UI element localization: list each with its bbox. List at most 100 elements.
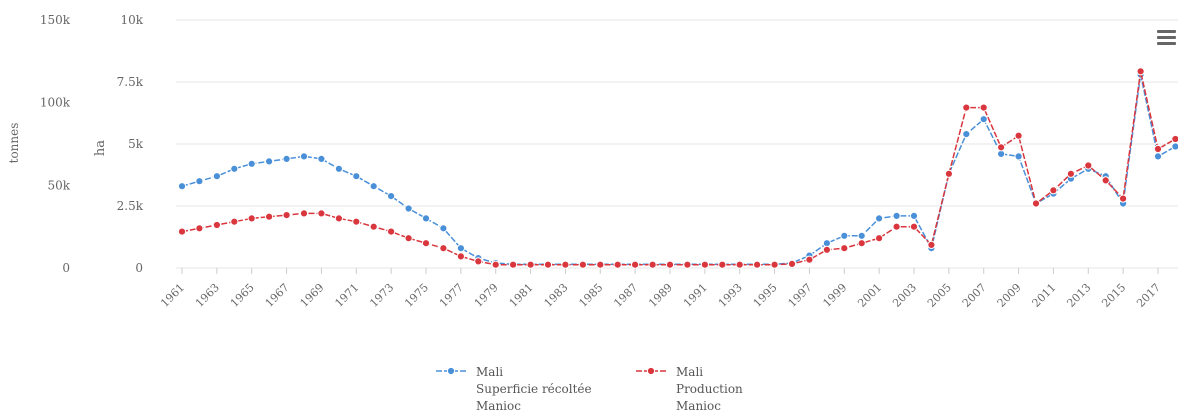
data-point[interactable] — [177, 227, 187, 236]
data-point[interactable] — [892, 222, 901, 231]
data-point[interactable] — [1066, 169, 1076, 178]
data-point[interactable] — [892, 211, 901, 220]
data-point[interactable] — [1031, 199, 1041, 208]
data-point[interactable] — [979, 103, 988, 112]
data-point[interactable] — [421, 214, 431, 223]
data-point[interactable] — [387, 227, 396, 236]
series-line — [181, 71, 1176, 266]
data-point[interactable] — [1153, 152, 1163, 161]
data-point[interactable] — [247, 214, 256, 223]
data-point[interactable] — [962, 130, 971, 139]
y-outer-tick-label: 100k — [40, 96, 71, 110]
data-point[interactable] — [404, 204, 413, 213]
data-point[interactable] — [735, 260, 744, 269]
data-point[interactable] — [1049, 186, 1058, 195]
data-point[interactable] — [909, 211, 919, 220]
data-point[interactable] — [177, 182, 187, 191]
data-point[interactable] — [1101, 176, 1110, 185]
data-point[interactable] — [421, 239, 431, 248]
data-point[interactable] — [1014, 152, 1023, 161]
data-point[interactable] — [909, 222, 919, 231]
data-point[interactable] — [700, 260, 710, 269]
x-tick-label: 1995 — [751, 281, 780, 310]
data-point[interactable] — [212, 172, 221, 181]
data-point[interactable] — [1119, 194, 1128, 203]
data-point[interactable] — [299, 209, 309, 218]
data-point[interactable] — [195, 177, 204, 186]
legend-item[interactable]: Mali Superficie récoltée Manioc — [436, 365, 592, 413]
data-point[interactable] — [317, 154, 326, 163]
data-point[interactable] — [317, 209, 326, 218]
data-point[interactable] — [962, 103, 971, 112]
data-point[interactable] — [875, 214, 884, 223]
data-point[interactable] — [247, 159, 256, 168]
data-point[interactable] — [508, 260, 518, 269]
data-point[interactable] — [787, 259, 797, 268]
x-tick-label: 1999 — [820, 281, 849, 310]
data-point[interactable] — [282, 154, 291, 163]
data-point[interactable] — [491, 260, 500, 269]
x-tick-label: 1975 — [402, 281, 431, 310]
x-tick-label: 1997 — [786, 281, 815, 310]
data-point[interactable] — [352, 217, 361, 226]
data-point[interactable] — [265, 157, 274, 166]
data-point[interactable] — [369, 182, 378, 191]
data-point[interactable] — [857, 231, 866, 240]
data-point[interactable] — [1136, 67, 1145, 76]
data-point[interactable] — [230, 217, 239, 226]
data-point[interactable] — [1084, 161, 1093, 170]
data-point[interactable] — [334, 214, 343, 223]
data-point[interactable] — [840, 244, 849, 253]
data-point[interactable] — [665, 260, 675, 269]
data-point[interactable] — [1171, 142, 1178, 151]
data-point[interactable] — [613, 260, 622, 269]
data-point[interactable] — [387, 192, 396, 201]
data-point[interactable] — [857, 239, 866, 248]
data-point[interactable] — [1153, 144, 1163, 154]
data-point[interactable] — [683, 260, 692, 269]
data-point[interactable] — [875, 234, 884, 243]
data-point[interactable] — [979, 115, 988, 124]
data-point[interactable] — [474, 257, 483, 266]
data-point[interactable] — [770, 260, 779, 269]
data-point[interactable] — [648, 260, 657, 269]
x-tick-label: 2009 — [995, 281, 1024, 310]
series-production — [177, 67, 1178, 269]
data-point[interactable] — [369, 222, 378, 231]
data-point[interactable] — [352, 172, 361, 181]
data-point[interactable] — [456, 244, 465, 253]
data-point[interactable] — [561, 260, 570, 269]
data-point[interactable] — [230, 164, 239, 173]
data-point[interactable] — [805, 255, 814, 264]
data-point[interactable] — [526, 260, 535, 269]
data-point[interactable] — [439, 224, 448, 233]
data-point[interactable] — [1171, 134, 1178, 144]
data-point[interactable] — [1014, 131, 1023, 140]
data-point[interactable] — [282, 211, 291, 220]
data-point[interactable] — [456, 252, 465, 261]
data-point[interactable] — [840, 231, 849, 240]
data-point[interactable] — [927, 240, 936, 249]
data-point[interactable] — [265, 212, 274, 221]
data-point[interactable] — [997, 143, 1006, 152]
x-tick-label: 1961 — [158, 281, 187, 310]
x-tick-label: 1989 — [646, 281, 675, 310]
hamburger-menu-icon[interactable] — [1152, 28, 1176, 52]
data-point[interactable] — [718, 260, 727, 269]
data-point[interactable] — [631, 260, 640, 269]
data-point[interactable] — [944, 169, 954, 178]
legend-item[interactable]: Mali Production Manioc — [636, 365, 743, 413]
data-point[interactable] — [404, 234, 413, 243]
legend-swatch-marker — [446, 366, 456, 376]
y-inner-tick-label: 0 — [135, 261, 143, 275]
data-point[interactable] — [822, 245, 832, 254]
data-point[interactable] — [334, 164, 343, 173]
data-point[interactable] — [212, 220, 221, 230]
data-point[interactable] — [596, 260, 605, 269]
data-point[interactable] — [439, 244, 448, 253]
data-point[interactable] — [299, 152, 309, 161]
data-point[interactable] — [543, 260, 553, 269]
data-point[interactable] — [753, 260, 762, 269]
data-point[interactable] — [578, 260, 588, 269]
data-point[interactable] — [195, 224, 204, 233]
